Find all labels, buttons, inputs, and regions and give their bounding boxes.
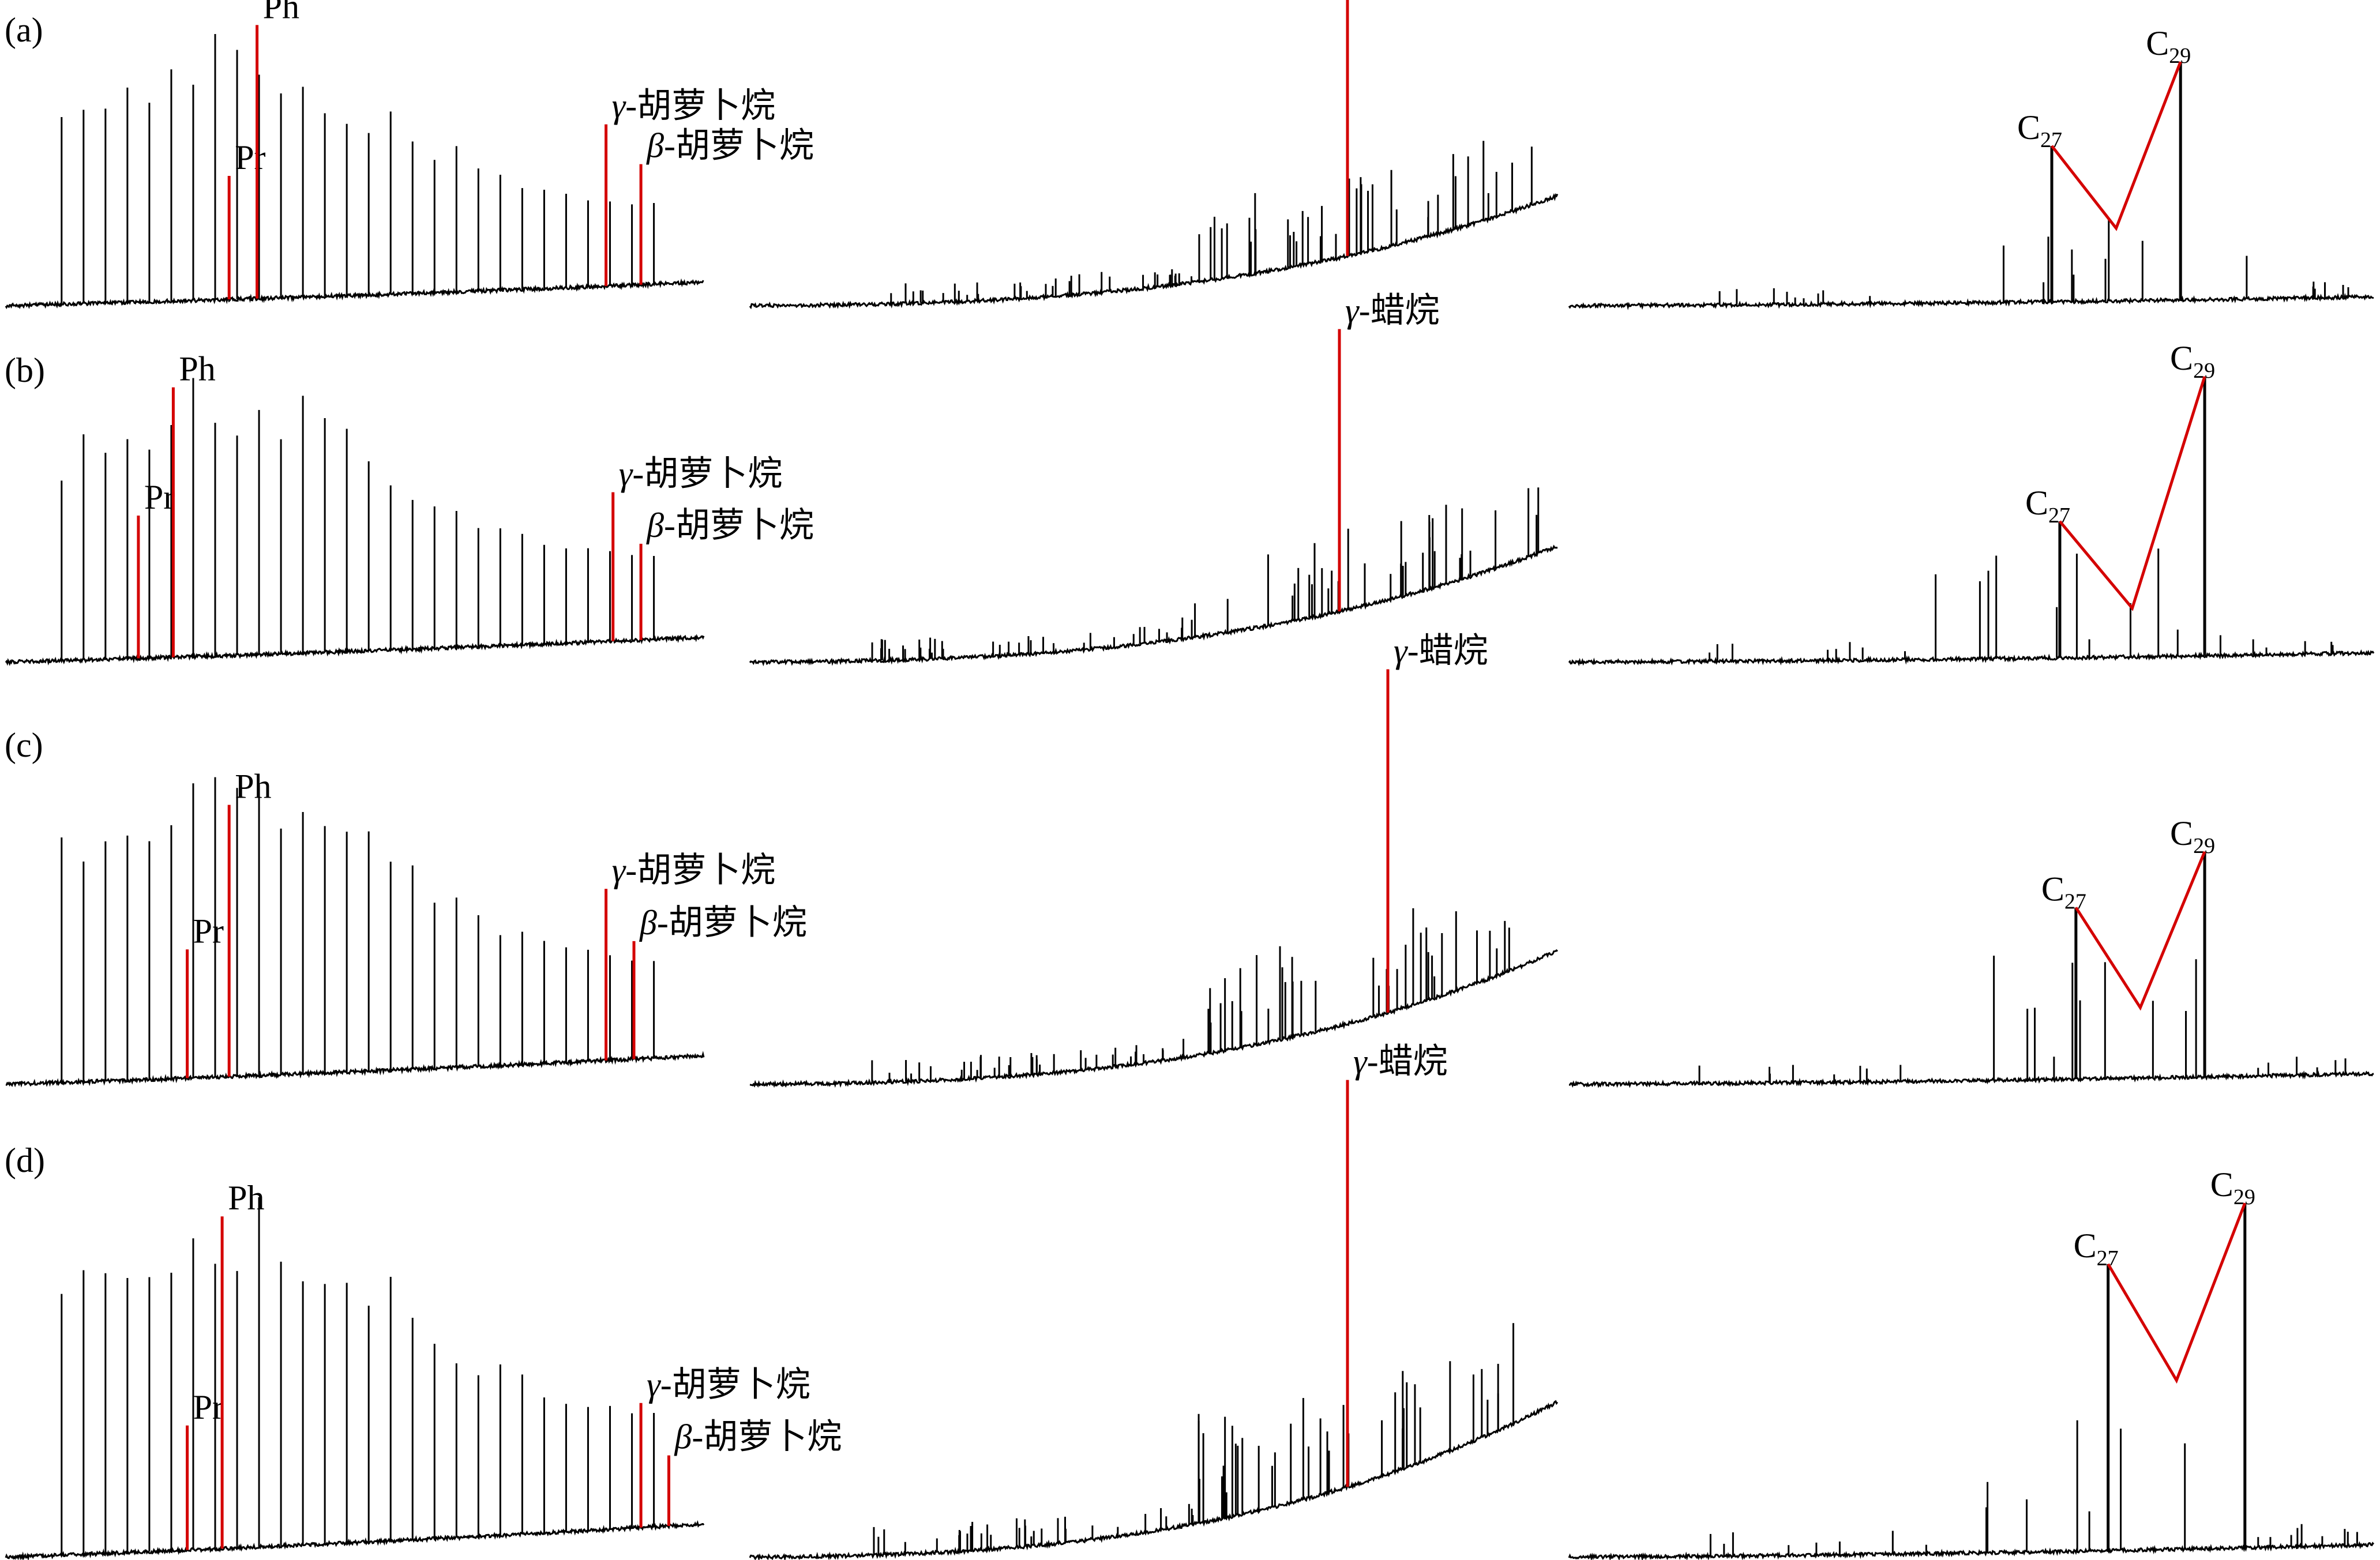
- sterane-connector: [2051, 61, 2182, 231]
- baseline-trace: [1568, 1541, 2375, 1560]
- peak-label: Pr: [144, 478, 175, 516]
- panel-label: (d): [5, 1141, 45, 1179]
- peak-label: γ-蜡烷: [1353, 1043, 1448, 1081]
- peak-label: Pr: [193, 1388, 224, 1426]
- peak-label: β-胡萝卜烷: [674, 1418, 842, 1456]
- peak-label: C29: [2170, 814, 2215, 858]
- sterane-connector: [2107, 1202, 2247, 1384]
- baseline-trace: [749, 1400, 1559, 1560]
- peak-label: β-胡萝卜烷: [639, 904, 807, 942]
- peak-label: Ph: [263, 0, 299, 25]
- baseline-trace: [1568, 649, 2375, 667]
- baseline-trace: [5, 634, 705, 666]
- peak-label: C29: [2170, 339, 2215, 383]
- baseline-trace: [749, 193, 1559, 310]
- peak-label: Ph: [179, 350, 215, 388]
- panel-c: (c) Pr Ph γ-胡萝卜烷 β-胡萝卜烷 γ-蜡烷 C27 C29: [5, 632, 2374, 1088]
- peak-label: C27: [2017, 108, 2062, 152]
- peak-label: β-胡萝卜烷: [646, 127, 814, 165]
- chromatogram-2: γ-蜡烷: [749, 1043, 1559, 1560]
- peak-label: Ph: [228, 1179, 264, 1217]
- peak-label: C27: [2074, 1227, 2119, 1270]
- chromatogram-3: C27 C29: [1568, 1166, 2375, 1560]
- panel-label: (b): [5, 351, 45, 389]
- sterane-connector: [2074, 851, 2206, 1011]
- panel-d: (d) Pr Ph γ-胡萝卜烷 β-胡萝卜烷 γ-蜡烷 C27 C29: [5, 1043, 2375, 1560]
- baseline-trace: [749, 949, 1559, 1088]
- peak-label: γ-胡萝卜烷: [647, 1366, 810, 1404]
- peak-label: γ-胡萝卜烷: [612, 851, 776, 889]
- peak-label: C27: [2025, 484, 2070, 528]
- peak-label: Ph: [235, 768, 271, 806]
- peak-label: γ-蜡烷: [1345, 292, 1440, 330]
- peak-label: C27: [2041, 870, 2086, 914]
- baseline-trace: [5, 1051, 705, 1088]
- chromatogram-1: Pr Ph γ-胡萝卜烷 β-胡萝卜烷: [5, 768, 807, 1088]
- chromatogram-2: γ-蜡烷: [749, 292, 1558, 667]
- peak-label: γ-胡萝卜烷: [612, 87, 776, 125]
- peak-label: γ-蜡烷: [1394, 632, 1488, 670]
- baseline-trace: [5, 278, 704, 310]
- panel-label: (c): [5, 726, 43, 764]
- peak-label: C29: [2210, 1166, 2255, 1209]
- panel-label: (a): [5, 11, 43, 49]
- baseline-trace: [1568, 1070, 2374, 1088]
- sterane-connector: [2059, 376, 2206, 611]
- chromatogram-2: γ-蜡烷: [749, 632, 1559, 1088]
- chromatogram-1: Pr Ph γ-胡萝卜烷 β-胡萝卜烷: [5, 350, 814, 666]
- chromatogram-3: C27 C29: [1568, 339, 2375, 667]
- baseline-trace: [5, 1520, 705, 1560]
- chromatogram-3: C27 C29: [1568, 24, 2374, 310]
- panel-b: (b) Pr Ph γ-胡萝卜烷 β-胡萝卜烷 γ-蜡烷 C27 C29: [5, 292, 2375, 667]
- chromatogram-3: C27 C29: [1568, 814, 2374, 1088]
- peak-label: Pr: [193, 912, 224, 950]
- baseline-trace: [1568, 293, 2374, 310]
- peak-label: γ-胡萝卜烷: [619, 455, 783, 493]
- chromatogram-1: Pr Ph γ-胡萝卜烷 β-胡萝卜烷: [5, 1179, 842, 1560]
- peak-label: C29: [2146, 24, 2191, 68]
- peak-label: β-胡萝卜烷: [646, 506, 814, 544]
- chromatogram-2: γ-蜡烷: [749, 0, 1559, 310]
- peak-label: Pr: [235, 138, 265, 176]
